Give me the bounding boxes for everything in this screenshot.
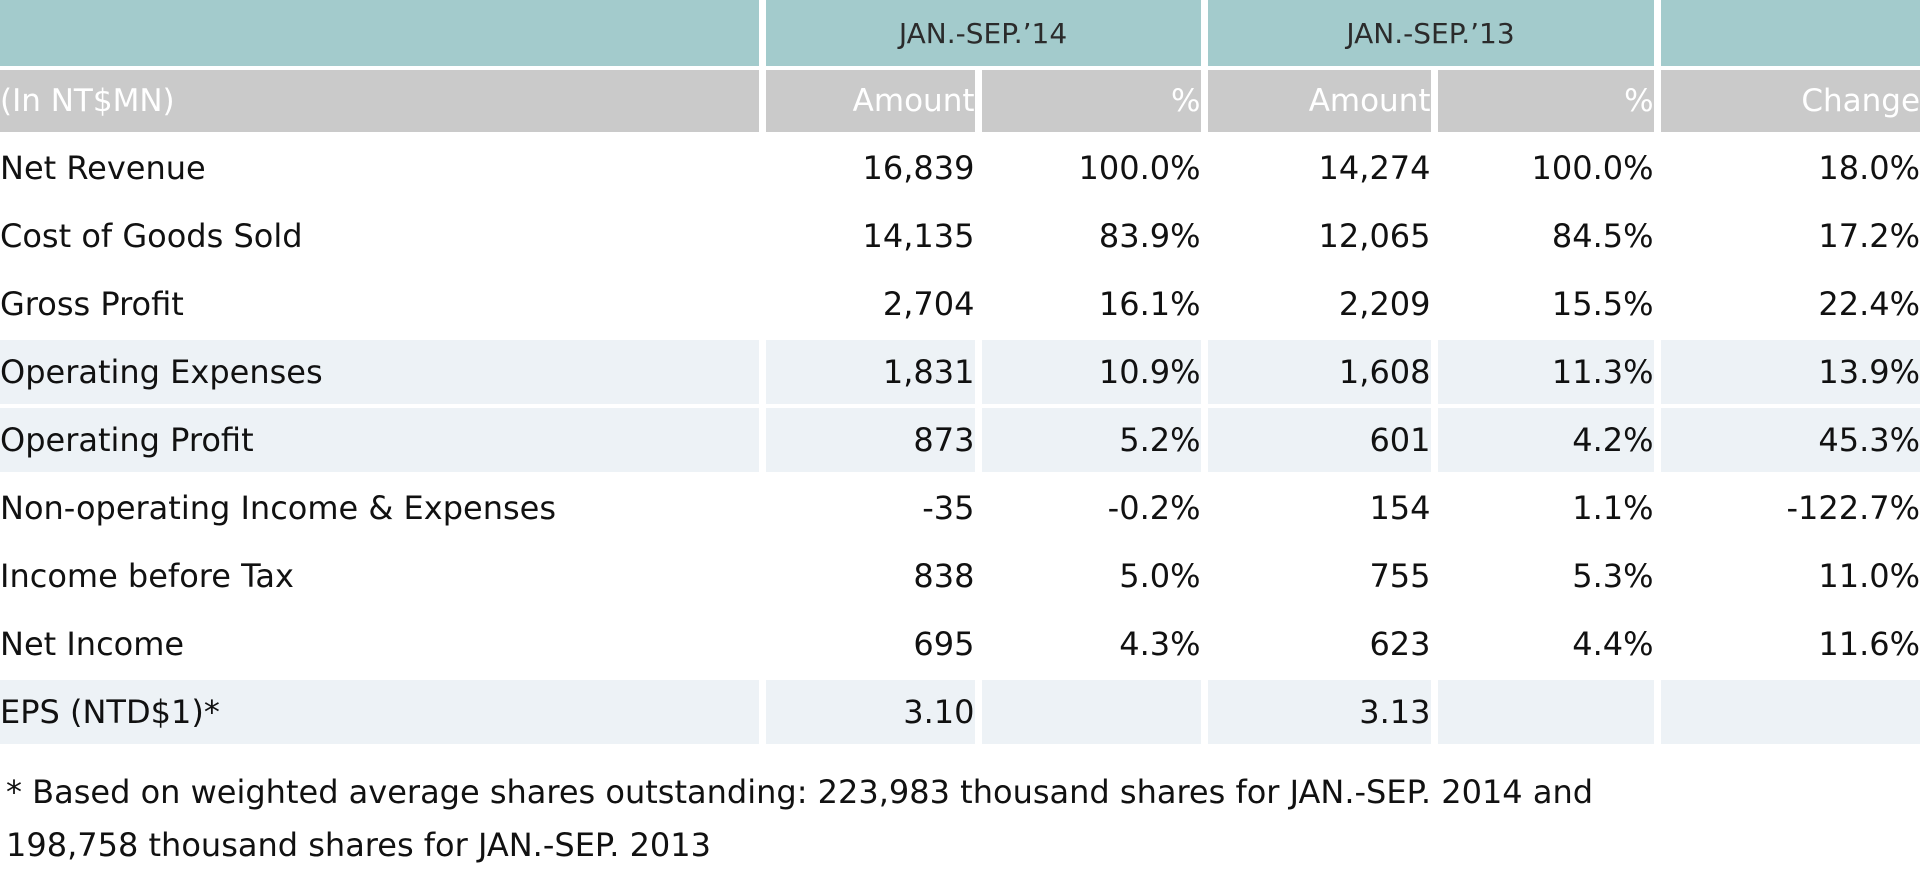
row-label: Net Income	[0, 610, 766, 680]
pct-2014-cell: 16.1%	[978, 270, 1208, 340]
pct-2013-cell: 5.3%	[1434, 542, 1661, 612]
row-label: Income before Tax	[0, 542, 766, 612]
table-row-eps: EPS (NTD$1)* 3.10 3.13	[0, 678, 1920, 748]
col-header-change: Change	[1657, 68, 1920, 136]
period-header-2014: JAN.-SEP.’14	[762, 0, 1208, 70]
row-label: Operating Expenses	[0, 338, 766, 408]
amount-2013-cell: 601	[1204, 406, 1438, 476]
pct-2014-cell: 100.0%	[978, 134, 1208, 204]
pct-2013-cell	[1434, 678, 1661, 748]
pct-2013-cell: 1.1%	[1434, 474, 1661, 544]
pct-2014-cell: 5.0%	[978, 542, 1208, 612]
change-cell: 11.6%	[1657, 610, 1920, 680]
col-header-amount-2013: Amount	[1204, 68, 1438, 136]
pct-2013-cell: 100.0%	[1434, 134, 1661, 204]
row-label: Net Revenue	[0, 134, 766, 204]
change-cell: 18.0%	[1657, 134, 1920, 204]
amount-2014-cell: 838	[762, 542, 982, 612]
amount-2014-cell: -35	[762, 474, 982, 544]
pct-2013-cell: 4.2%	[1434, 406, 1661, 476]
amount-2013-cell: 1,608	[1204, 338, 1438, 408]
income-statement-table: JAN.-SEP.’14 JAN.-SEP.’13 (In NT$MN) Amo…	[0, 0, 1920, 748]
amount-2014-cell: 873	[762, 406, 982, 476]
table-row-income-before-tax: Income before Tax 838 5.0% 755 5.3% 11.0…	[0, 542, 1920, 612]
pct-2013-cell: 84.5%	[1434, 202, 1661, 272]
amount-2013-cell: 14,274	[1204, 134, 1438, 204]
change-cell: 13.9%	[1657, 338, 1920, 408]
amount-2013-cell: 2,209	[1204, 270, 1438, 340]
col-header-pct-2014: %	[978, 68, 1208, 136]
amount-2014-cell: 16,839	[762, 134, 982, 204]
row-label: Operating Profit	[0, 406, 766, 476]
amount-2014-cell: 2,704	[762, 270, 982, 340]
change-cell: -122.7%	[1657, 474, 1920, 544]
pct-2013-cell: 15.5%	[1434, 270, 1661, 340]
amount-2014-cell: 1,831	[762, 338, 982, 408]
footnote-line-1: * Based on weighted average shares outst…	[6, 773, 1594, 811]
amount-2014-cell: 14,135	[762, 202, 982, 272]
amount-2013-cell: 12,065	[1204, 202, 1438, 272]
period-header-2013: JAN.-SEP.’13	[1204, 0, 1661, 70]
shares-outstanding-footnote: * Based on weighted average shares outst…	[0, 748, 1920, 872]
change-cell: 45.3%	[1657, 406, 1920, 476]
row-label: EPS (NTD$1)*	[0, 678, 766, 748]
col-header-amount-2014: Amount	[762, 68, 982, 136]
amount-2013-cell: 755	[1204, 542, 1438, 612]
row-label: Gross Profit	[0, 270, 766, 340]
pct-2013-cell: 4.4%	[1434, 610, 1661, 680]
unit-label: (In NT$MN)	[0, 68, 766, 136]
pct-2013-cell: 11.3%	[1434, 338, 1661, 408]
amount-2013-cell: 154	[1204, 474, 1438, 544]
table-row-cost-of-goods-sold: Cost of Goods Sold 14,135 83.9% 12,065 8…	[0, 202, 1920, 272]
pct-2014-cell: 4.3%	[978, 610, 1208, 680]
period-header-corner-cell	[0, 0, 766, 70]
change-cell: 17.2%	[1657, 202, 1920, 272]
table-row-gross-profit: Gross Profit 2,704 16.1% 2,209 15.5% 22.…	[0, 270, 1920, 340]
change-cell	[1657, 678, 1920, 748]
pct-2014-cell: 10.9%	[978, 338, 1208, 408]
pct-2014-cell: 83.9%	[978, 202, 1208, 272]
amount-2013-cell: 3.13	[1204, 678, 1438, 748]
change-cell: 22.4%	[1657, 270, 1920, 340]
amount-2014-cell: 3.10	[762, 678, 982, 748]
period-header-row: JAN.-SEP.’14 JAN.-SEP.’13	[0, 0, 1920, 70]
footnote-line-2: 198,758 thousand shares for JAN.-SEP. 20…	[6, 826, 711, 864]
change-cell: 11.0%	[1657, 542, 1920, 612]
table-row-net-income: Net Income 695 4.3% 623 4.4% 11.6%	[0, 610, 1920, 680]
table-row-operating-profit: Operating Profit 873 5.2% 601 4.2% 45.3%	[0, 406, 1920, 476]
amount-2014-cell: 695	[762, 610, 982, 680]
column-header-row: (In NT$MN) Amount % Amount % Change	[0, 68, 1920, 136]
table-row-operating-expenses: Operating Expenses 1,831 10.9% 1,608 11.…	[0, 338, 1920, 408]
table-row-net-revenue: Net Revenue 16,839 100.0% 14,274 100.0% …	[0, 134, 1920, 204]
period-header-change-cell	[1657, 0, 1920, 70]
amount-2013-cell: 623	[1204, 610, 1438, 680]
pct-2014-cell: 5.2%	[978, 406, 1208, 476]
table-row-non-operating: Non-operating Income & Expenses -35 -0.2…	[0, 474, 1920, 544]
col-header-pct-2013: %	[1434, 68, 1661, 136]
row-label: Cost of Goods Sold	[0, 202, 766, 272]
row-label: Non-operating Income & Expenses	[0, 474, 766, 544]
pct-2014-cell	[978, 678, 1208, 748]
pct-2014-cell: -0.2%	[978, 474, 1208, 544]
